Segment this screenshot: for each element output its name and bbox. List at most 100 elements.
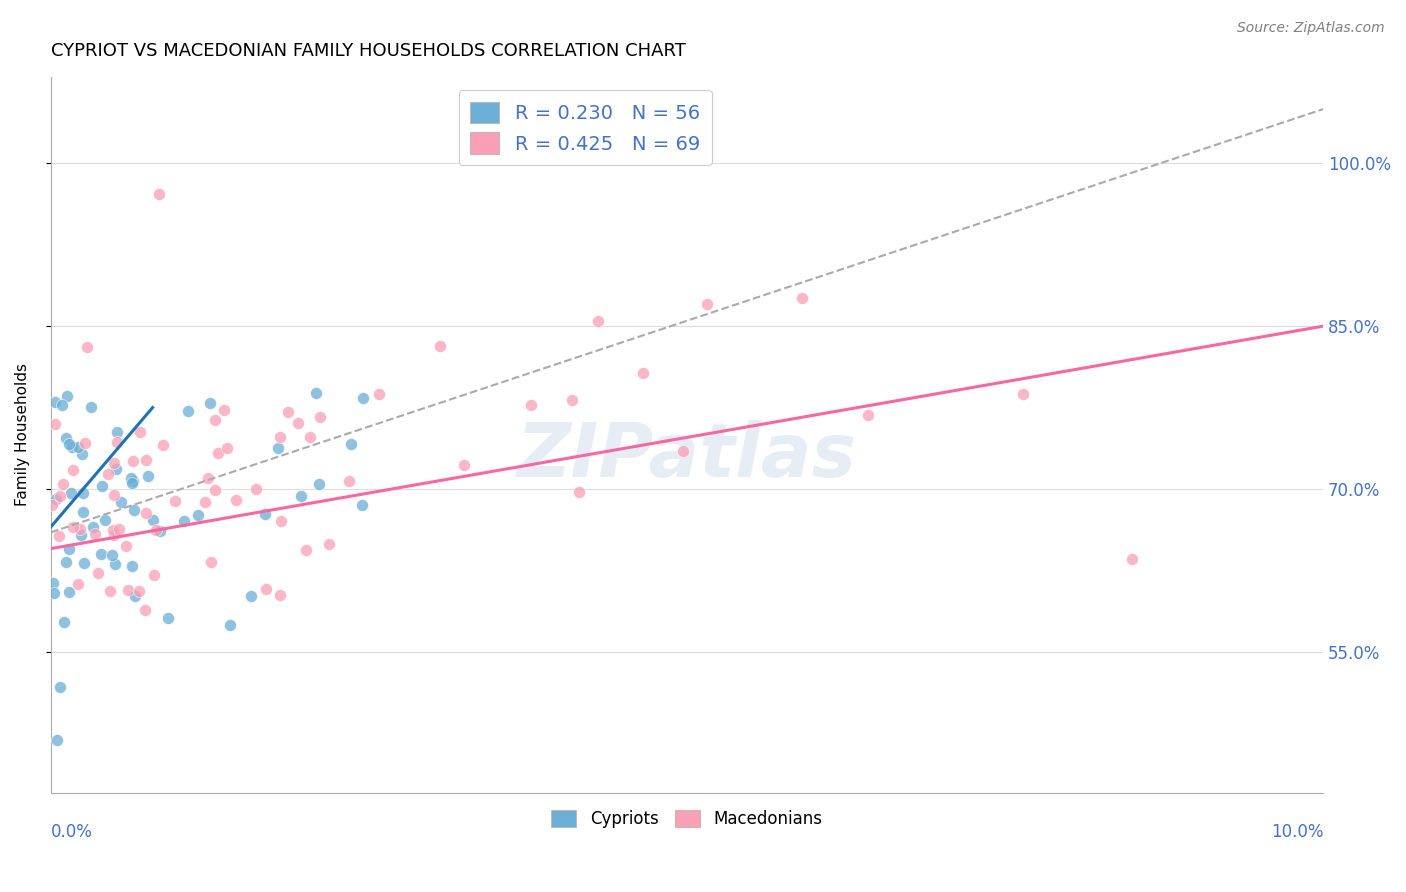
Point: [295, 543, 318, 558]
Point: [194, 495, 217, 509]
Point: [70, 528, 93, 542]
Point: [62, 520, 84, 534]
Point: [204, 413, 226, 427]
Text: CYPRIOT VS MACEDONIAN FAMILY HOUSEHOLDS CORRELATION CHART: CYPRIOT VS MACEDONIAN FAMILY HOUSEHOLDS …: [51, 42, 686, 60]
Point: [114, 539, 136, 553]
Point: [98, 583, 121, 598]
Point: [631, 366, 654, 380]
Point: [105, 425, 128, 439]
Point: [105, 462, 128, 476]
Point: [586, 313, 609, 327]
Point: [145, 524, 167, 538]
Point: [568, 485, 591, 500]
Point: [69, 522, 91, 536]
Point: [70, 447, 93, 461]
Point: [49, 490, 72, 504]
Point: [124, 590, 146, 604]
Point: [856, 408, 879, 422]
Point: [49, 681, 72, 695]
Point: [197, 471, 219, 485]
Point: [76, 340, 98, 354]
Point: [696, 296, 718, 310]
Point: [90, 547, 112, 561]
Point: [48, 529, 70, 543]
Point: [103, 488, 125, 502]
Legend: Cypriots, Macedonians: Cypriots, Macedonians: [544, 803, 830, 835]
Point: [66, 440, 89, 454]
Point: [219, 618, 242, 632]
Point: [672, 444, 695, 458]
Point: [149, 524, 172, 538]
Point: [128, 584, 150, 599]
Point: [143, 568, 166, 582]
Point: [200, 555, 222, 569]
Point: [520, 398, 543, 412]
Point: [103, 528, 125, 542]
Point: [87, 566, 110, 580]
Point: [121, 474, 143, 488]
Point: [72, 505, 94, 519]
Point: [58, 437, 80, 451]
Point: [45, 732, 67, 747]
Point: [269, 430, 291, 444]
Point: [225, 493, 247, 508]
Point: [253, 507, 276, 521]
Point: [122, 502, 145, 516]
Point: [129, 425, 152, 439]
Point: [136, 469, 159, 483]
Point: [352, 391, 374, 405]
Point: [142, 512, 165, 526]
Point: [97, 467, 120, 482]
Point: [215, 442, 238, 456]
Point: [73, 435, 96, 450]
Point: [53, 615, 76, 629]
Point: [105, 435, 128, 450]
Point: [1121, 552, 1143, 566]
Point: [82, 519, 104, 533]
Point: [103, 456, 125, 470]
Point: [290, 489, 312, 503]
Point: [41, 498, 63, 512]
Point: [56, 389, 79, 403]
Point: [80, 400, 103, 414]
Point: [44, 394, 66, 409]
Point: [254, 582, 277, 597]
Point: [110, 495, 132, 509]
Point: [104, 557, 127, 571]
Point: [350, 498, 373, 512]
Point: [94, 513, 117, 527]
Point: [204, 483, 226, 497]
Point: [135, 453, 157, 467]
Text: Source: ZipAtlas.com: Source: ZipAtlas.com: [1237, 21, 1385, 35]
Point: [308, 410, 330, 425]
Point: [117, 583, 139, 598]
Point: [58, 584, 80, 599]
Point: [59, 486, 82, 500]
Point: [1011, 387, 1033, 401]
Point: [561, 393, 583, 408]
Point: [270, 514, 292, 528]
Point: [148, 186, 170, 201]
Point: [318, 536, 340, 550]
Point: [187, 508, 209, 522]
Point: [83, 527, 105, 541]
Point: [173, 514, 195, 528]
Point: [429, 339, 451, 353]
Point: [198, 396, 221, 410]
Point: [134, 603, 156, 617]
Point: [55, 431, 77, 445]
Point: [62, 462, 84, 476]
Point: [52, 476, 75, 491]
Point: [121, 476, 143, 491]
Point: [101, 523, 124, 537]
Point: [337, 474, 360, 488]
Y-axis label: Family Households: Family Households: [15, 363, 30, 506]
Point: [240, 589, 263, 603]
Point: [163, 493, 186, 508]
Point: [368, 387, 391, 401]
Point: [340, 437, 363, 451]
Point: [108, 523, 131, 537]
Point: [212, 403, 235, 417]
Point: [72, 485, 94, 500]
Point: [55, 555, 77, 569]
